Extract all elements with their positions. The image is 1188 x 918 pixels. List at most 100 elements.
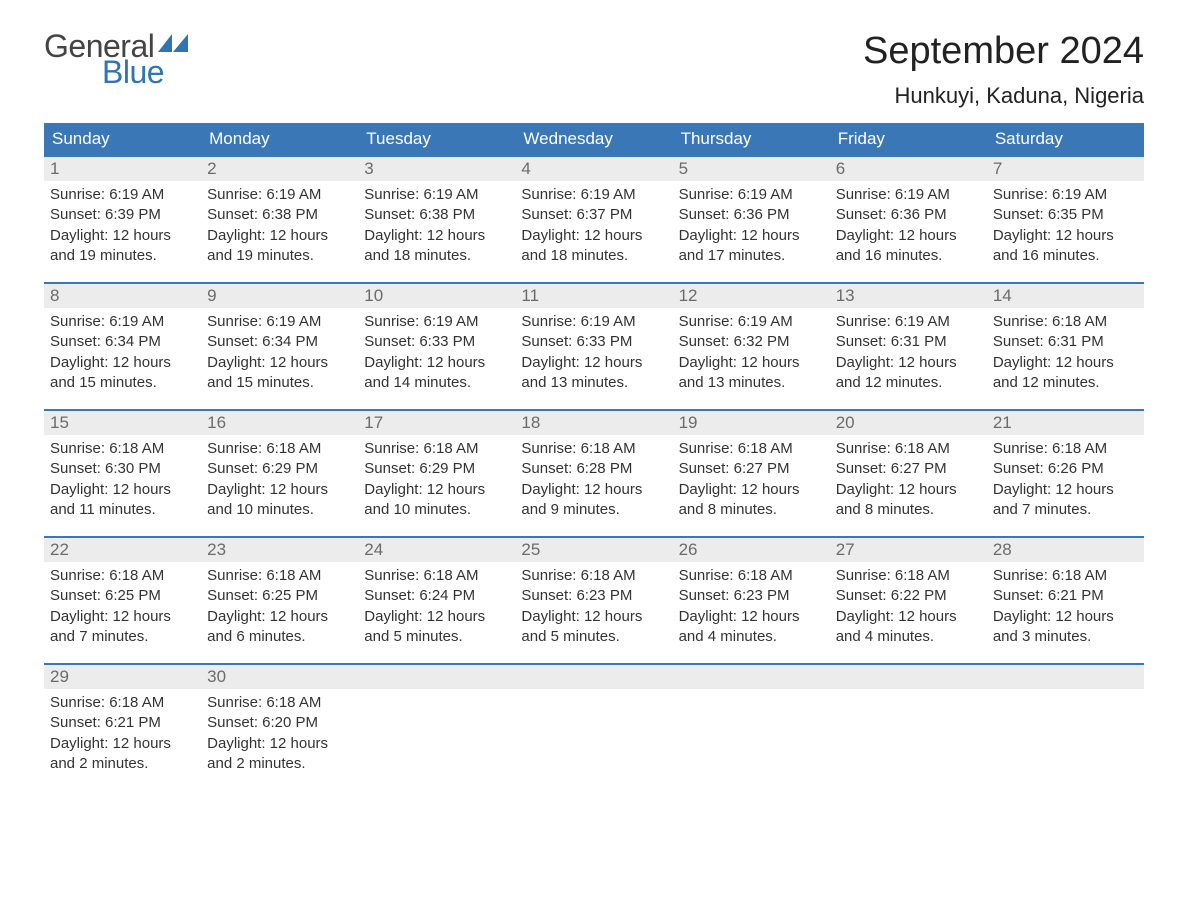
day-body: Sunrise: 6:19 AMSunset: 6:35 PMDaylight:… [987,181,1144,268]
day-sunset: Sunset: 6:36 PM [836,205,981,225]
day-sunrise: Sunrise: 6:18 AM [836,439,981,459]
day-dl1: Daylight: 12 hours [521,226,666,246]
day-cell: 11Sunrise: 6:19 AMSunset: 6:33 PMDayligh… [515,284,672,395]
day-dl1: Daylight: 12 hours [207,607,352,627]
day-dl1: Daylight: 12 hours [521,607,666,627]
day-dl2: and 14 minutes. [364,373,509,393]
day-dl1: Daylight: 12 hours [993,226,1138,246]
day-dl1: Daylight: 12 hours [207,353,352,373]
day-dl2: and 5 minutes. [364,627,509,647]
day-dl1: Daylight: 12 hours [993,480,1138,500]
day-number: 15 [44,411,201,435]
day-dl1: Daylight: 12 hours [207,734,352,754]
day-sunrise: Sunrise: 6:19 AM [207,185,352,205]
day-number: 20 [830,411,987,435]
day-cell: 29Sunrise: 6:18 AMSunset: 6:21 PMDayligh… [44,665,201,776]
day-number: 8 [44,284,201,308]
day-sunset: Sunset: 6:27 PM [836,459,981,479]
day-cell [358,665,515,776]
day-cell: 26Sunrise: 6:18 AMSunset: 6:23 PMDayligh… [673,538,830,649]
day-body: Sunrise: 6:19 AMSunset: 6:33 PMDaylight:… [358,308,515,395]
day-body: Sunrise: 6:19 AMSunset: 6:32 PMDaylight:… [673,308,830,395]
day-sunset: Sunset: 6:27 PM [679,459,824,479]
day-sunset: Sunset: 6:33 PM [364,332,509,352]
day-sunrise: Sunrise: 6:18 AM [364,566,509,586]
day-dl2: and 4 minutes. [836,627,981,647]
day-cell: 27Sunrise: 6:18 AMSunset: 6:22 PMDayligh… [830,538,987,649]
month-title: September 2024 [863,30,1144,73]
day-dl2: and 16 minutes. [836,246,981,266]
day-sunrise: Sunrise: 6:19 AM [364,312,509,332]
day-number: 19 [673,411,830,435]
day-dl1: Daylight: 12 hours [50,734,195,754]
day-number [673,665,830,689]
day-cell: 23Sunrise: 6:18 AMSunset: 6:25 PMDayligh… [201,538,358,649]
day-sunrise: Sunrise: 6:19 AM [364,185,509,205]
day-cell [987,665,1144,776]
day-sunrise: Sunrise: 6:18 AM [836,566,981,586]
day-sunset: Sunset: 6:32 PM [679,332,824,352]
day-sunrise: Sunrise: 6:18 AM [521,566,666,586]
day-number: 26 [673,538,830,562]
day-sunrise: Sunrise: 6:18 AM [993,312,1138,332]
day-number: 7 [987,157,1144,181]
day-number: 24 [358,538,515,562]
day-cell: 16Sunrise: 6:18 AMSunset: 6:29 PMDayligh… [201,411,358,522]
weekday-cell: Thursday [673,123,830,155]
day-dl1: Daylight: 12 hours [364,607,509,627]
weekday-cell: Monday [201,123,358,155]
day-number: 18 [515,411,672,435]
day-dl1: Daylight: 12 hours [50,353,195,373]
day-sunrise: Sunrise: 6:19 AM [207,312,352,332]
weekday-cell: Tuesday [358,123,515,155]
day-sunset: Sunset: 6:31 PM [836,332,981,352]
day-body [830,689,987,695]
day-sunrise: Sunrise: 6:18 AM [50,693,195,713]
day-cell: 3Sunrise: 6:19 AMSunset: 6:38 PMDaylight… [358,157,515,268]
day-sunrise: Sunrise: 6:18 AM [207,566,352,586]
day-sunset: Sunset: 6:38 PM [207,205,352,225]
day-number: 3 [358,157,515,181]
day-sunset: Sunset: 6:30 PM [50,459,195,479]
day-dl1: Daylight: 12 hours [207,226,352,246]
day-number [515,665,672,689]
day-number: 17 [358,411,515,435]
day-dl1: Daylight: 12 hours [679,226,824,246]
day-dl2: and 16 minutes. [993,246,1138,266]
location-text: Hunkuyi, Kaduna, Nigeria [863,83,1144,109]
day-number: 28 [987,538,1144,562]
day-cell: 25 Sunrise: 6:18 AMSunset: 6:23 PMDayligh… [515,538,672,649]
day-cell: 7Sunrise: 6:19 AMSunset: 6:35 PMDaylight… [987,157,1144,268]
day-sunrise: Sunrise: 6:19 AM [679,185,824,205]
day-dl2: and 12 minutes. [836,373,981,393]
day-number [830,665,987,689]
day-number: 25 [515,538,672,562]
day-body: Sunrise: 6:18 AMSunset: 6:28 PMDaylight:… [515,435,672,522]
day-body: Sunrise: 6:18 AMSunset: 6:22 PMDaylight:… [830,562,987,649]
day-dl1: Daylight: 12 hours [50,480,195,500]
day-body [358,689,515,695]
day-sunset: Sunset: 6:20 PM [207,713,352,733]
day-number: 21 [987,411,1144,435]
weekday-cell: Sunday [44,123,201,155]
day-sunset: Sunset: 6:23 PM [521,586,666,606]
day-number: 1 [44,157,201,181]
day-dl2: and 7 minutes. [50,627,195,647]
day-cell: 14Sunrise: 6:18 AMSunset: 6:31 PMDayligh… [987,284,1144,395]
day-body: Sunrise: 6:18 AMSunset: 6:25 PMDaylight:… [201,562,358,649]
day-sunset: Sunset: 6:21 PM [993,586,1138,606]
day-dl2: and 19 minutes. [207,246,352,266]
day-sunset: Sunset: 6:38 PM [364,205,509,225]
weekday-cell: Friday [830,123,987,155]
day-body: Sunrise: 6:18 AMSunset: 6:29 PMDaylight:… [358,435,515,522]
day-cell [830,665,987,776]
day-number: 30 [201,665,358,689]
day-dl2: and 2 minutes. [207,754,352,774]
day-cell: 8Sunrise: 6:19 AMSunset: 6:34 PMDaylight… [44,284,201,395]
day-dl2: and 18 minutes. [364,246,509,266]
day-cell: 18Sunrise: 6:18 AMSunset: 6:28 PMDayligh… [515,411,672,522]
day-body: Sunrise: 6:18 AMSunset: 6:30 PMDaylight:… [44,435,201,522]
day-cell: 4Sunrise: 6:19 AMSunset: 6:37 PMDaylight… [515,157,672,268]
day-sunrise: Sunrise: 6:19 AM [993,185,1138,205]
day-number: 14 [987,284,1144,308]
